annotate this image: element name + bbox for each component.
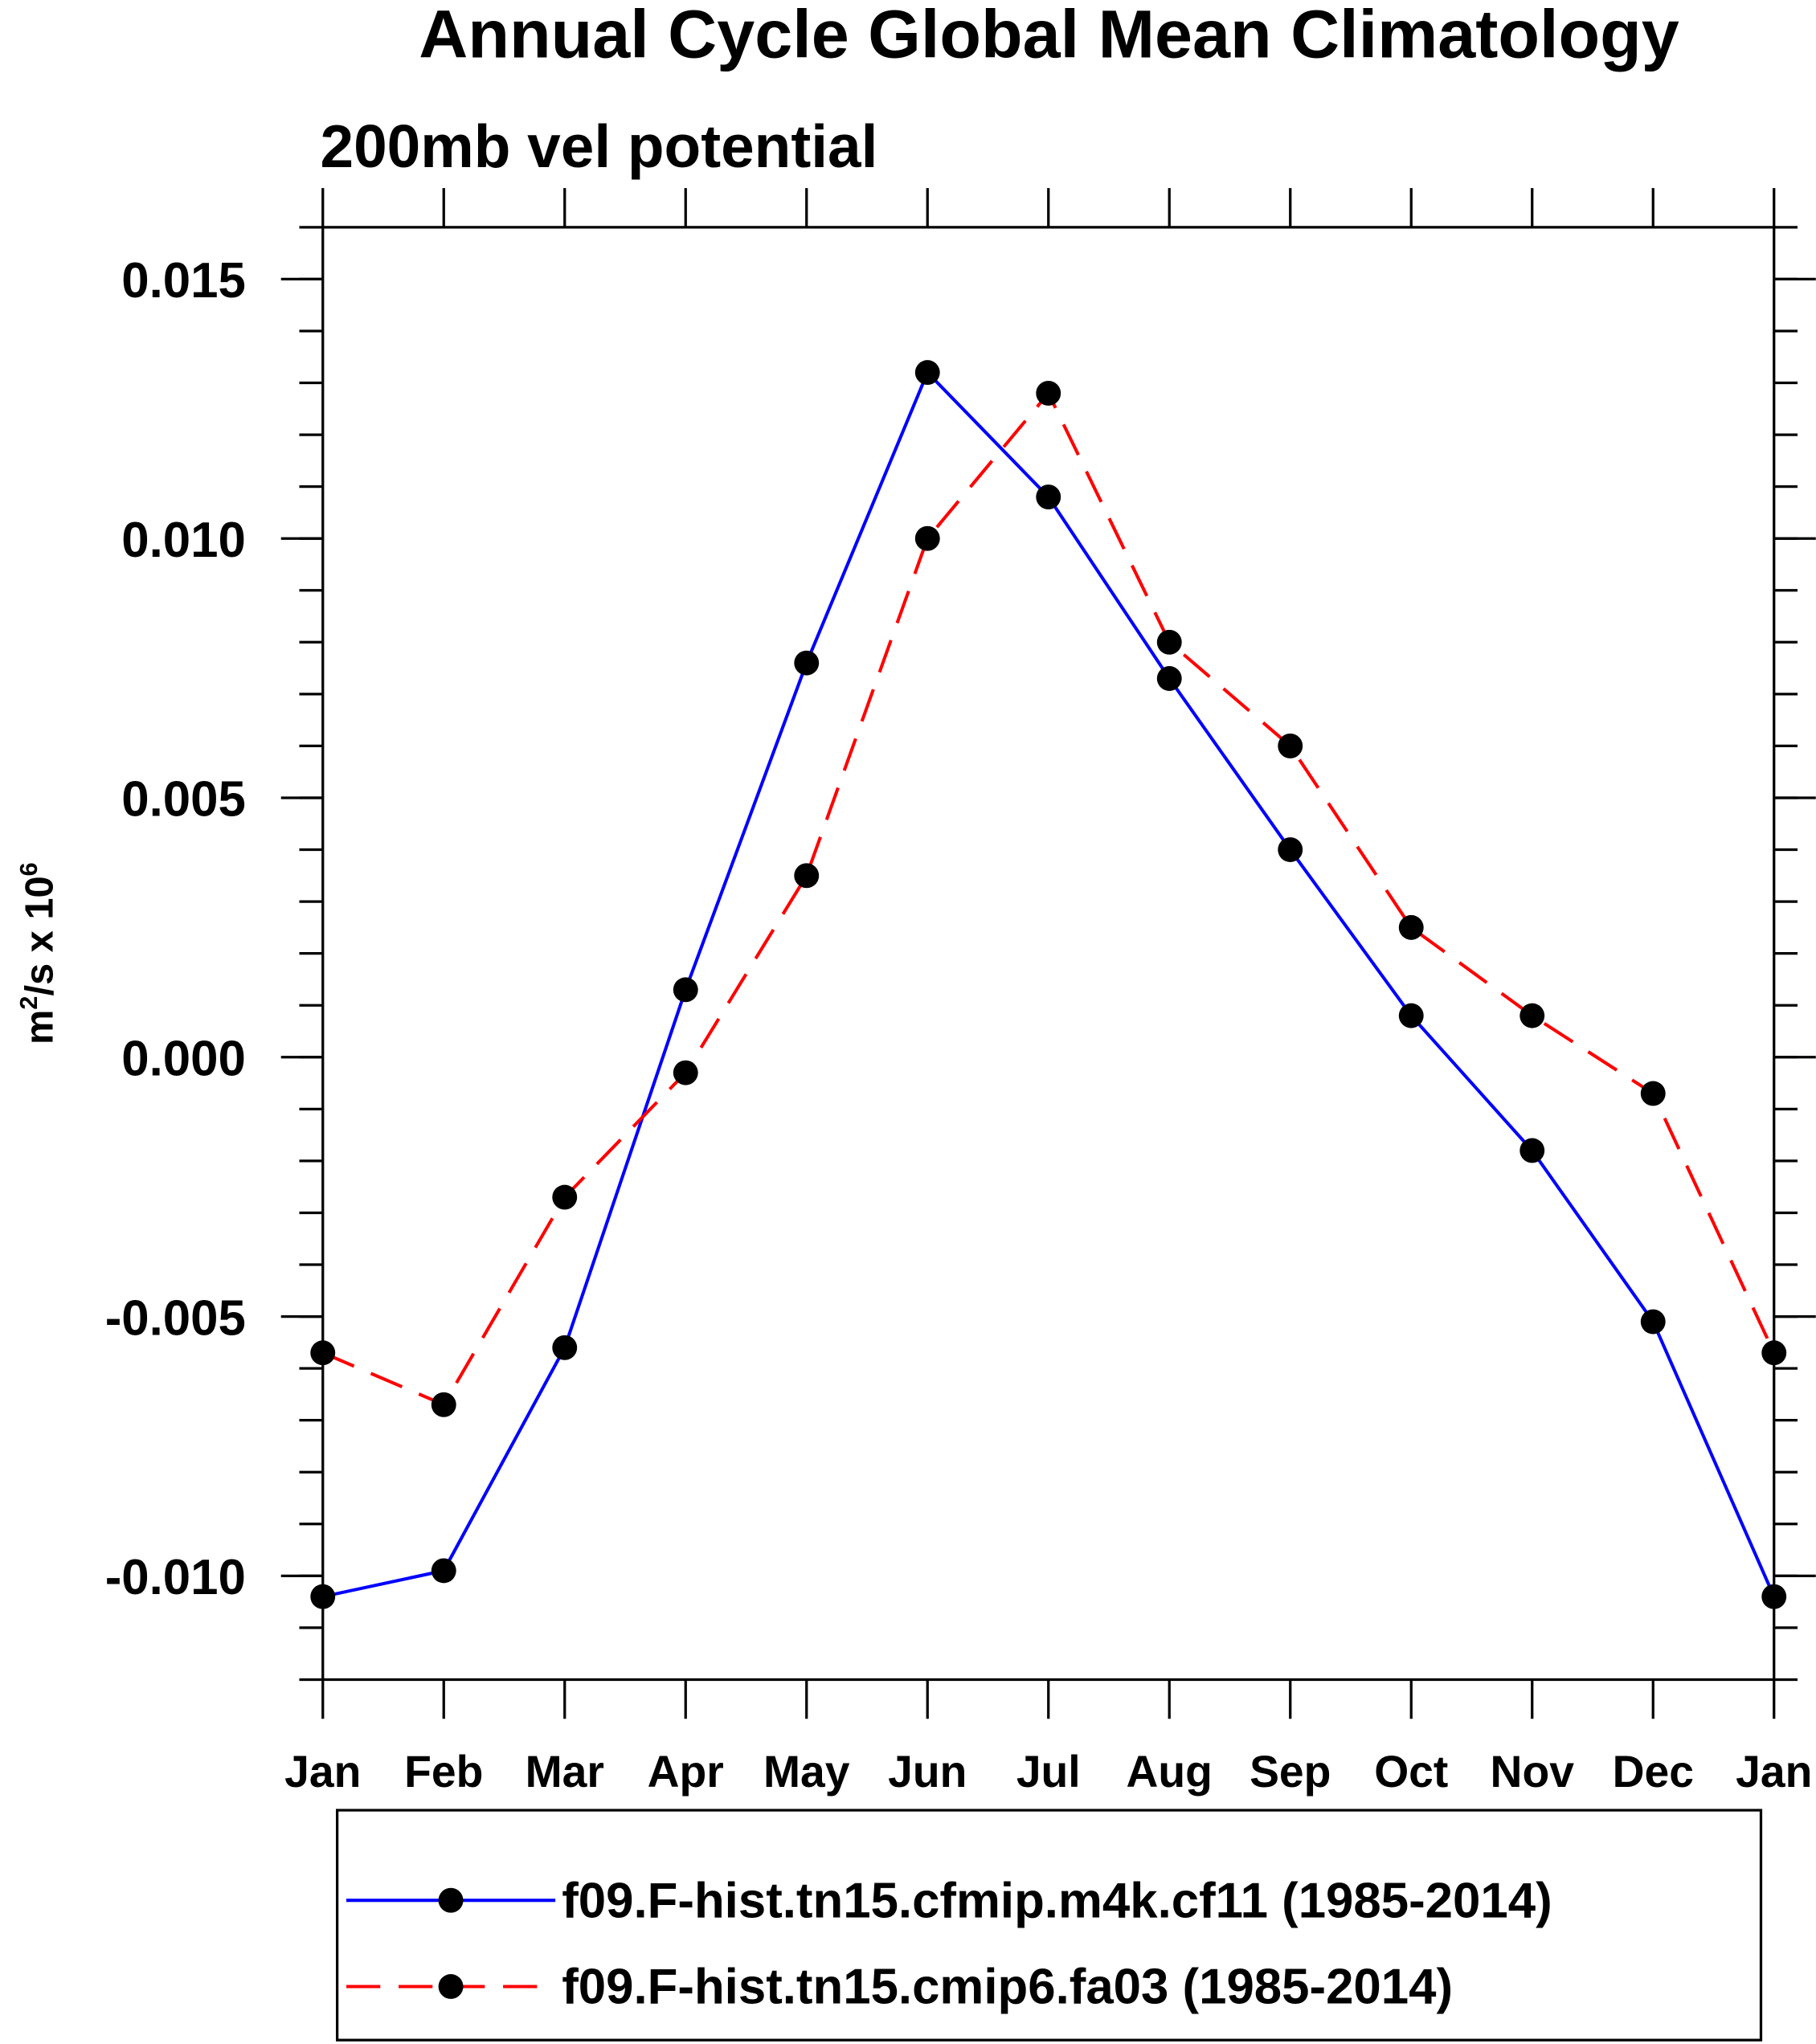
legend-label-series-2: f09.F-hist.tn15.cmip6.fa03 (1985-2014) xyxy=(562,1960,1453,2015)
legend-box xyxy=(336,1809,1763,2042)
x-tick-label: Mar xyxy=(526,1747,604,1797)
y-tick-label: 0.015 xyxy=(121,253,246,309)
data-point-series-2 xyxy=(552,1184,578,1210)
plot-frame xyxy=(321,226,1776,1682)
x-tick-label: Aug xyxy=(1127,1747,1213,1797)
chart-subtitle: 200mb vel potential xyxy=(320,112,877,180)
y-tick-label: 0.000 xyxy=(121,1032,246,1087)
series-line-1 xyxy=(322,369,1776,1599)
data-point-series-2 xyxy=(1640,1081,1666,1106)
data-point-series-1 xyxy=(914,360,940,386)
x-tick-label: Nov xyxy=(1491,1747,1575,1797)
data-point-series-2 xyxy=(1398,914,1424,940)
legend: f09.F-hist.tn15.cfmip.m4k.cf11 (1985-201… xyxy=(336,1809,1763,2042)
y-axis-label: m2/s x 106 xyxy=(14,862,62,1044)
data-point-series-2 xyxy=(914,525,940,551)
data-point-series-2 xyxy=(431,1392,456,1417)
series-line-2 xyxy=(321,390,1776,1407)
y-tick-label: -0.010 xyxy=(105,1550,246,1605)
data-point-series-1 xyxy=(1519,1138,1545,1163)
y-tick-label: -0.005 xyxy=(105,1290,246,1346)
data-point-series-1 xyxy=(673,977,698,1003)
data-point-series-1 xyxy=(431,1558,456,1584)
x-tick-label: Dec xyxy=(1613,1747,1694,1797)
x-tick-label: Jan xyxy=(284,1747,361,1797)
data-point-series-2 xyxy=(310,1340,336,1366)
data-point-series-1 xyxy=(1156,666,1182,691)
data-point-series-2 xyxy=(1278,733,1303,758)
data-point-series-2 xyxy=(794,863,820,889)
data-point-series-1 xyxy=(794,650,820,676)
data-point-series-2 xyxy=(1519,1003,1545,1028)
x-tick-label: Jun xyxy=(888,1747,967,1797)
data-point-series-1 xyxy=(1398,1003,1424,1028)
legend-marker-series-2 xyxy=(438,1974,464,1999)
legend-label-series-1: f09.F-hist.tn15.cfmip.m4k.cf11 (1985-201… xyxy=(562,1873,1552,1928)
y-tick-label: 0.010 xyxy=(121,513,246,568)
x-tick-label: Feb xyxy=(404,1747,483,1797)
x-tick-label: Apr xyxy=(648,1747,724,1797)
x-tick-label: Jan xyxy=(1736,1747,1812,1797)
x-tick-label: Jul xyxy=(1016,1747,1081,1797)
x-tick-label: Sep xyxy=(1250,1747,1331,1797)
data-point-series-1 xyxy=(1278,837,1303,862)
data-point-series-2 xyxy=(1036,380,1061,406)
x-tick-label: May xyxy=(763,1747,850,1797)
data-point-series-2 xyxy=(1761,1340,1787,1366)
legend-marker-series-1 xyxy=(438,1887,464,1913)
data-point-series-1 xyxy=(1036,484,1061,509)
data-point-series-2 xyxy=(673,1060,698,1085)
x-tick-label: Oct xyxy=(1374,1747,1448,1797)
data-point-series-1 xyxy=(1761,1584,1787,1609)
data-point-series-1 xyxy=(310,1584,336,1609)
data-point-series-1 xyxy=(1640,1309,1666,1335)
chart-title: Annual Cycle Global Mean Climatology xyxy=(419,0,1679,72)
data-point-series-1 xyxy=(552,1335,578,1360)
y-tick-label: 0.005 xyxy=(121,772,246,828)
data-point-series-2 xyxy=(1156,629,1182,655)
